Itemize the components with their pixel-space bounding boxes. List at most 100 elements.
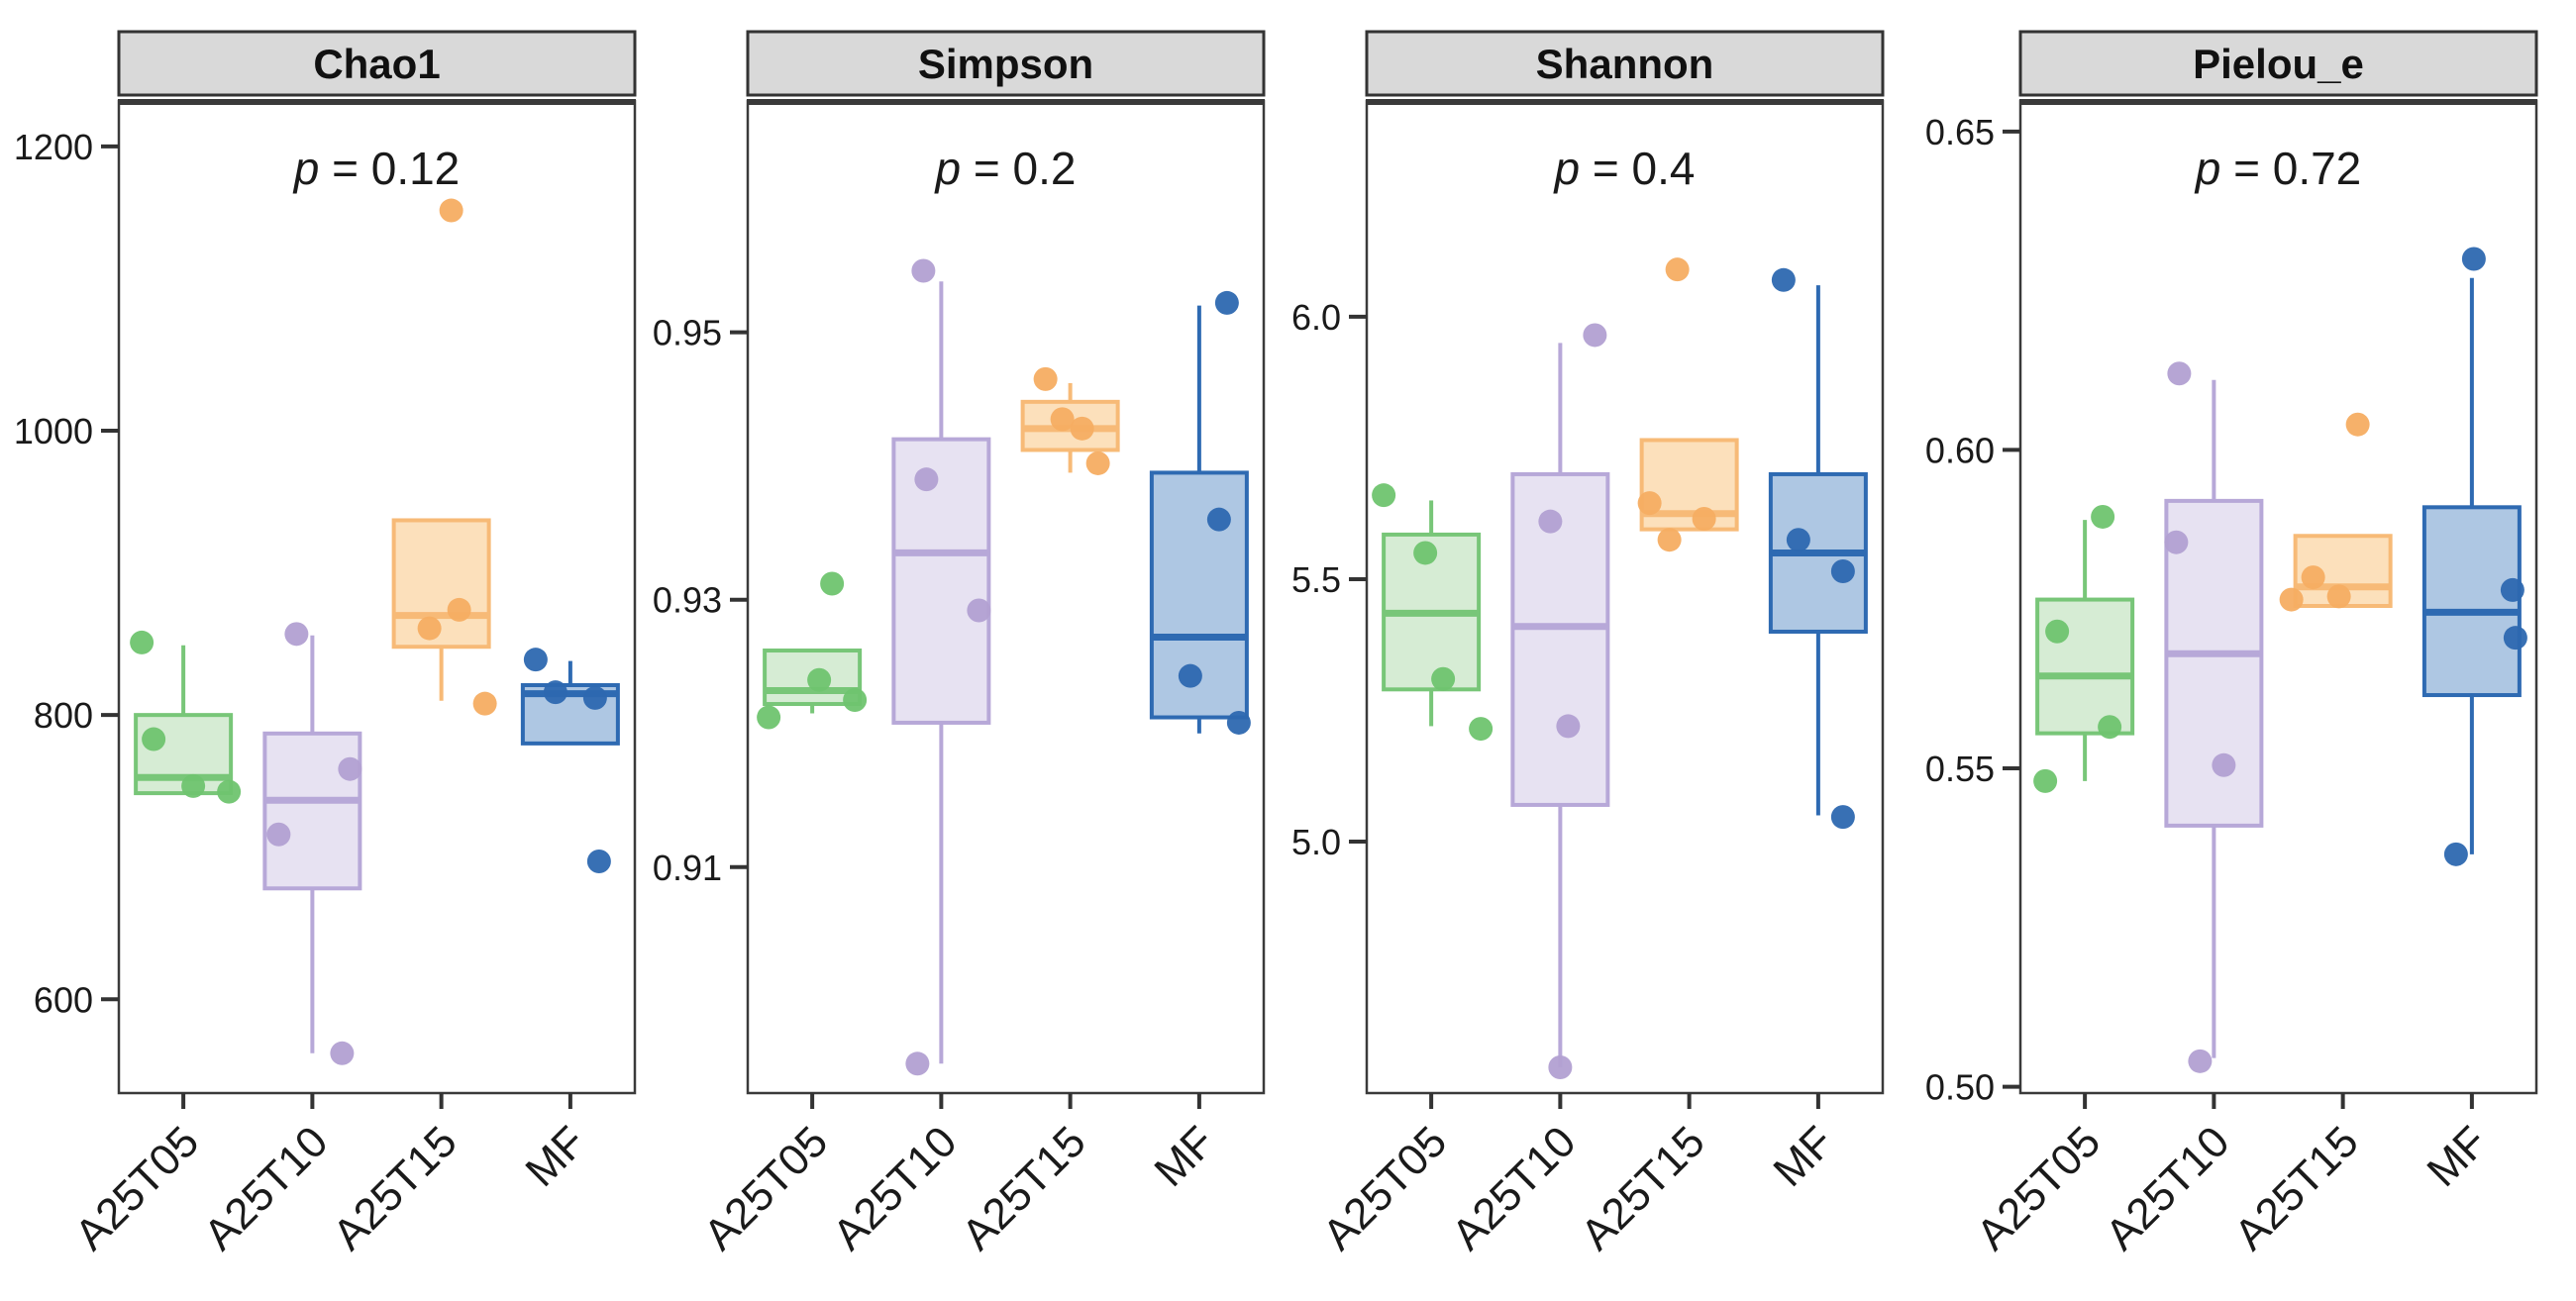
jitter-point bbox=[142, 727, 166, 751]
jitter-point bbox=[2167, 361, 2192, 386]
jitter-point bbox=[1050, 407, 1075, 432]
facet-strip bbox=[746, 30, 1266, 97]
jitter-point bbox=[2212, 752, 2236, 777]
jitter-point bbox=[1178, 663, 1202, 688]
jitter-point bbox=[1771, 267, 1796, 292]
y-tick-label: 6.0 bbox=[1291, 297, 1341, 338]
box-mf bbox=[1149, 290, 1251, 735]
jitter-point bbox=[1033, 366, 1058, 391]
jitter-point bbox=[820, 571, 845, 596]
iqr-box bbox=[891, 437, 991, 725]
facet-title: Chao1 bbox=[313, 41, 440, 87]
jitter-point bbox=[330, 1041, 355, 1065]
box-a25t10 bbox=[1510, 323, 1610, 1080]
box-a25t15 bbox=[391, 198, 497, 716]
iqr-box bbox=[2035, 597, 2135, 736]
jitter-point bbox=[130, 630, 155, 654]
jitter-point bbox=[1556, 714, 1581, 739]
jitter-point bbox=[967, 598, 991, 623]
box-a25t10 bbox=[262, 622, 362, 1065]
jitter-point bbox=[1226, 710, 1251, 735]
box-a25t05 bbox=[130, 630, 242, 804]
jitter-point bbox=[472, 691, 497, 716]
box-mf bbox=[2421, 247, 2527, 866]
iqr-box bbox=[763, 649, 863, 707]
y-tick-label: 1200 bbox=[14, 127, 93, 167]
box-a25t05 bbox=[757, 571, 868, 730]
box-a25t05 bbox=[2033, 504, 2135, 793]
y-tick-label: 5.0 bbox=[1291, 822, 1341, 862]
jitter-point bbox=[2443, 842, 2468, 866]
facet-title: Pielou_e bbox=[2193, 41, 2364, 87]
y-tick-label: 800 bbox=[34, 695, 93, 736]
jitter-point bbox=[2461, 247, 2486, 271]
jitter-point bbox=[2500, 577, 2524, 602]
jitter-point bbox=[1214, 290, 1239, 315]
y-tick-label: 5.5 bbox=[1291, 559, 1341, 600]
jitter-point bbox=[217, 779, 242, 804]
box-a25t15 bbox=[2279, 412, 2393, 612]
p-value-label: p = 0.72 bbox=[2194, 143, 2362, 194]
jitter-point bbox=[2098, 715, 2122, 740]
jitter-point bbox=[843, 687, 868, 712]
jitter-point bbox=[911, 258, 936, 283]
jitter-point bbox=[439, 198, 464, 223]
iqr-box bbox=[2421, 505, 2522, 698]
jitter-point bbox=[2045, 619, 2070, 644]
jitter-point bbox=[582, 685, 607, 710]
jitter-point bbox=[1538, 509, 1563, 534]
y-tick-label: 0.93 bbox=[653, 580, 722, 621]
jitter-point bbox=[2164, 530, 2189, 554]
box-mf bbox=[1768, 267, 1868, 830]
jitter-point bbox=[1469, 717, 1494, 742]
jitter-point bbox=[447, 597, 471, 622]
jitter-point bbox=[757, 705, 781, 730]
box-a25t10 bbox=[2164, 361, 2264, 1073]
jitter-point bbox=[284, 622, 309, 647]
facet-title: Shannon bbox=[1536, 41, 1714, 87]
jitter-point bbox=[1583, 323, 1607, 348]
jitter-point bbox=[1206, 507, 1231, 532]
jitter-point bbox=[1786, 528, 1810, 552]
jitter-point bbox=[2188, 1049, 2213, 1073]
y-tick-label: 0.60 bbox=[1925, 430, 1995, 470]
iqr-box bbox=[1510, 471, 1610, 807]
jitter-point bbox=[2345, 412, 2370, 437]
jitter-point bbox=[1637, 491, 1662, 516]
jitter-point bbox=[2326, 584, 2351, 609]
jitter-point bbox=[338, 756, 362, 781]
jitter-point bbox=[586, 850, 611, 874]
p-value-label: p = 0.12 bbox=[292, 143, 461, 194]
y-tick-label: 0.50 bbox=[1925, 1067, 1995, 1108]
jitter-point bbox=[1085, 450, 1110, 475]
jitter-point bbox=[1830, 559, 1855, 584]
jitter-point bbox=[543, 680, 567, 705]
facet-strip bbox=[2018, 30, 2538, 97]
facet-strip bbox=[117, 30, 637, 97]
jitter-point bbox=[2301, 565, 2325, 590]
iqr-box bbox=[262, 731, 362, 891]
jitter-point bbox=[417, 616, 442, 641]
jitter-point bbox=[1413, 541, 1438, 565]
y-tick-label: 600 bbox=[34, 979, 93, 1020]
facet-title: Simpson bbox=[918, 41, 1093, 87]
jitter-point bbox=[905, 1051, 930, 1076]
y-tick-label: 0.55 bbox=[1925, 749, 1995, 789]
box-mf bbox=[520, 648, 620, 874]
p-value-label: p = 0.2 bbox=[934, 143, 1077, 194]
y-tick-label: 0.95 bbox=[653, 313, 722, 353]
panel-area bbox=[117, 99, 637, 1095]
jitter-point bbox=[523, 648, 548, 672]
facet-strip bbox=[1365, 30, 1885, 97]
jitter-point bbox=[1830, 805, 1855, 830]
jitter-point bbox=[914, 467, 939, 492]
box-a25t10 bbox=[891, 258, 991, 1076]
p-value-label: p = 0.4 bbox=[1553, 143, 1696, 194]
box-a25t15 bbox=[1637, 257, 1739, 552]
jitter-point bbox=[266, 822, 291, 847]
jitter-point bbox=[2279, 587, 2304, 612]
